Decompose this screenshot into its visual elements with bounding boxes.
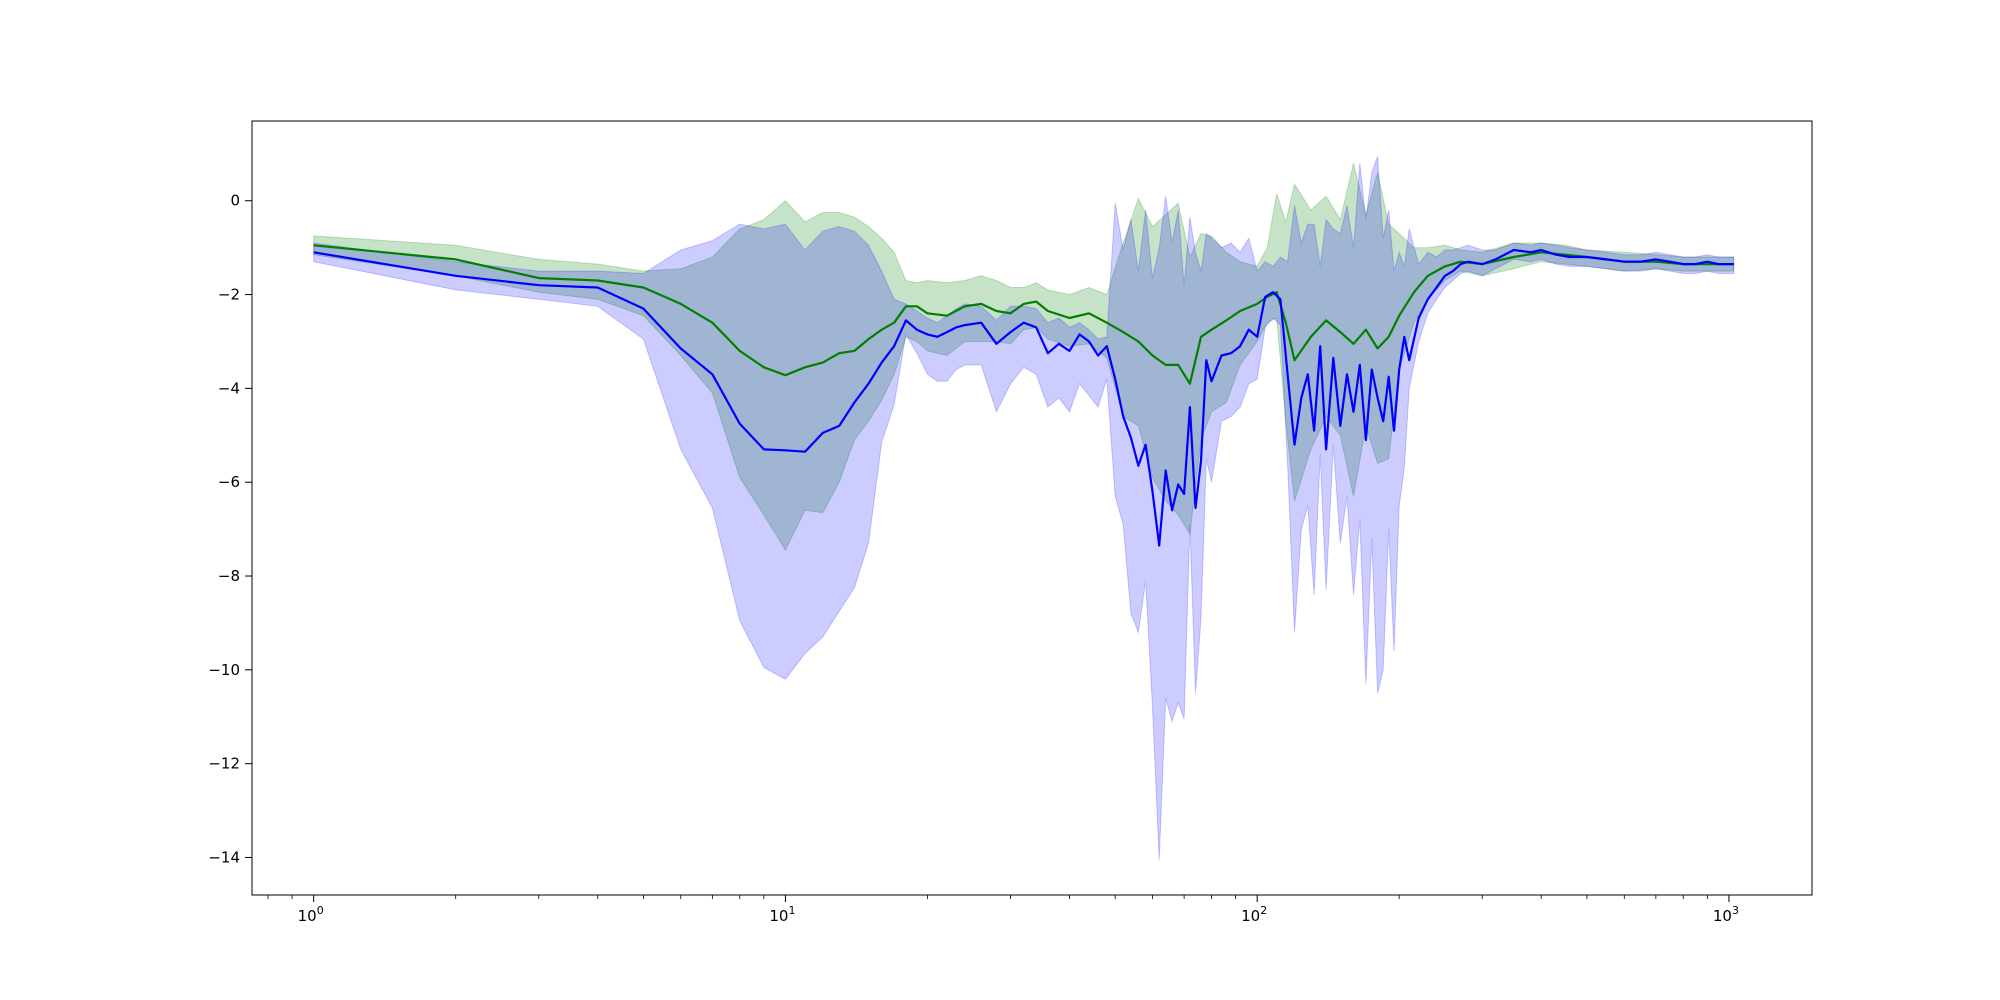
y-tick-label: −10 (208, 661, 240, 679)
y-tick-label: −4 (218, 379, 240, 397)
plot-area (313, 156, 1735, 860)
x-tick-label-exponent: 2 (1260, 904, 1267, 917)
series-1-band (313, 163, 1735, 552)
x-tick-label-exponent: 0 (317, 904, 324, 917)
x-tick-label-base: 10 (769, 907, 788, 925)
x-tick-label: 100 (298, 904, 324, 925)
confidence-bands (313, 156, 1735, 860)
x-tick-label: 101 (769, 904, 795, 925)
x-tick-label-exponent: 1 (788, 904, 795, 917)
series-1-line (313, 244, 1734, 385)
series-2-band (313, 156, 1735, 860)
x-tick-label-base: 10 (1713, 907, 1732, 925)
series-2-line (313, 248, 1734, 547)
y-tick-label: −8 (218, 567, 240, 585)
y-tick-label: −2 (218, 286, 240, 304)
y-tick-label: −14 (208, 848, 240, 866)
x-tick-label-base: 10 (1241, 907, 1260, 925)
axes-frame (251, 120, 1813, 896)
y-axis: 0 −2 −4 −6 −8 −10 −12 −14 (208, 192, 252, 866)
x-tick-label: 103 (1713, 904, 1739, 925)
y-tick-label: 0 (230, 192, 240, 210)
x-tick-label-base: 10 (298, 907, 317, 925)
x-tick-label: 102 (1241, 904, 1267, 925)
y-tick-label: −12 (208, 755, 240, 773)
y-tick-label: −6 (218, 473, 240, 491)
series-lines (313, 244, 1734, 547)
x-axis: 100 101 102 103 (267, 895, 1739, 925)
x-tick-label-exponent: 3 (1732, 904, 1739, 917)
